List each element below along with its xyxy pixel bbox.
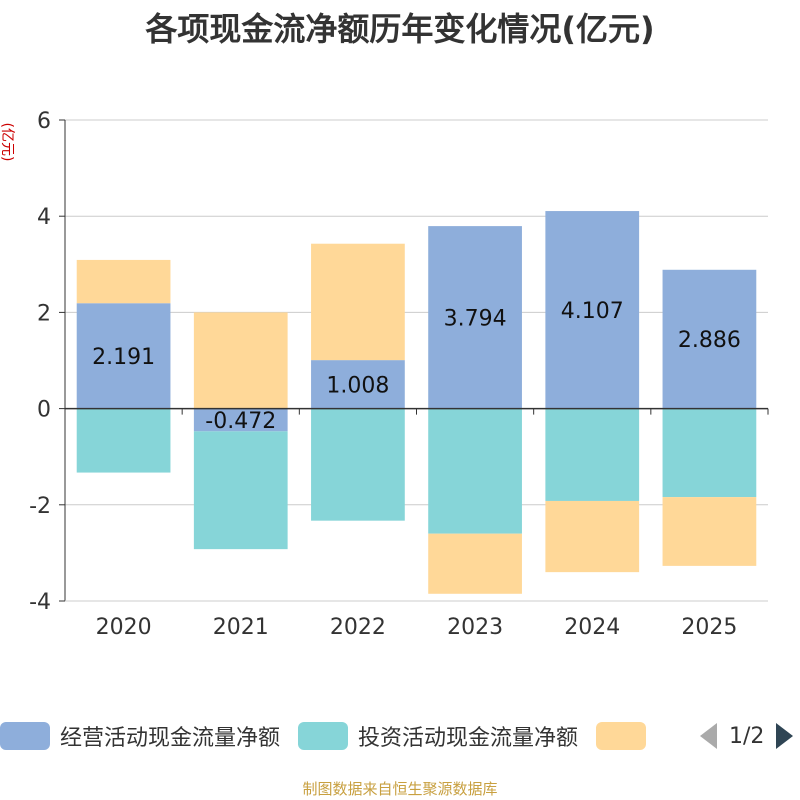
bar-series0-2020 <box>76 303 171 409</box>
chart-title: 各项现金流净额历年变化情况(亿元) <box>145 10 655 48</box>
bar-series1-2020 <box>76 408 171 473</box>
legend-swatch-third <box>596 722 647 750</box>
bar-series0-2022 <box>311 360 405 409</box>
bar-series2-2024 <box>545 500 640 573</box>
bar-series1-2025 <box>662 408 757 498</box>
bar-series0-2025 <box>662 269 757 409</box>
bar-data-label: 4.107 <box>561 299 624 324</box>
x-tick-label: 2021 <box>213 615 269 640</box>
x-tick-label: 2020 <box>96 615 152 640</box>
bar-series2-2021 <box>193 312 288 409</box>
bar-data-label: 2.191 <box>92 345 155 370</box>
bar-series1-2021 <box>193 431 288 550</box>
x-tick-label: 2023 <box>447 615 503 640</box>
bar-series0-2021 <box>193 408 288 432</box>
bar-data-label: 3.794 <box>444 306 507 331</box>
x-tick-label: 2022 <box>330 615 386 640</box>
bar-series2-2023 <box>428 533 522 594</box>
x-tick-label: 2025 <box>681 615 737 640</box>
y-tick-label: 6 <box>37 109 51 134</box>
legend-item-operating[interactable]: 经营活动现金流量净额 <box>0 720 280 752</box>
legend-swatch-operating <box>0 722 50 750</box>
y-tick-label: 0 <box>37 398 51 423</box>
bar-series2-2022 <box>311 243 405 361</box>
y-tick-label: -2 <box>29 494 51 519</box>
source-note: 制图数据来自恒生聚源数据库 <box>302 780 498 798</box>
pager-prev-icon[interactable] <box>700 723 717 749</box>
legend-item-investing[interactable]: 投资活动现金流量净额 <box>298 720 578 752</box>
bar-series1-2024 <box>545 408 640 501</box>
y-tick-label: 4 <box>37 205 51 230</box>
bar-data-label: -0.472 <box>205 409 276 434</box>
bar-series1-2022 <box>311 408 405 521</box>
pager-text: 1/2 <box>729 723 765 749</box>
bar-series1-2023 <box>428 408 522 534</box>
y-tick-label: -4 <box>29 590 51 615</box>
legend-label-operating: 经营活动现金流量净额 <box>60 726 281 751</box>
bar-series2-2020 <box>76 259 171 304</box>
bar-series2-2025 <box>662 497 757 566</box>
bar-series0-2023 <box>428 226 522 409</box>
bar-data-label: 2.886 <box>678 328 741 353</box>
y-tick-label: 2 <box>37 301 51 326</box>
bar-data-label: 1.008 <box>326 373 389 398</box>
x-tick-label: 2024 <box>564 615 620 640</box>
legend-pager: 1/2 <box>700 716 794 756</box>
legend: 经营活动现金流量净额 投资活动现金流量净额 1/2 <box>0 716 800 756</box>
legend-item-third[interactable] <box>596 722 656 750</box>
legend-label-investing: 投资活动现金流量净额 <box>358 726 579 751</box>
pager-next-icon[interactable] <box>776 723 794 749</box>
bar-chart: -4 -2 0 2 4 6 2.191 -0.472 1.008 3.794 4.107 2.886 2… <box>29 109 769 640</box>
bar-series0-2024 <box>545 211 640 409</box>
legend-swatch-investing <box>298 722 349 750</box>
